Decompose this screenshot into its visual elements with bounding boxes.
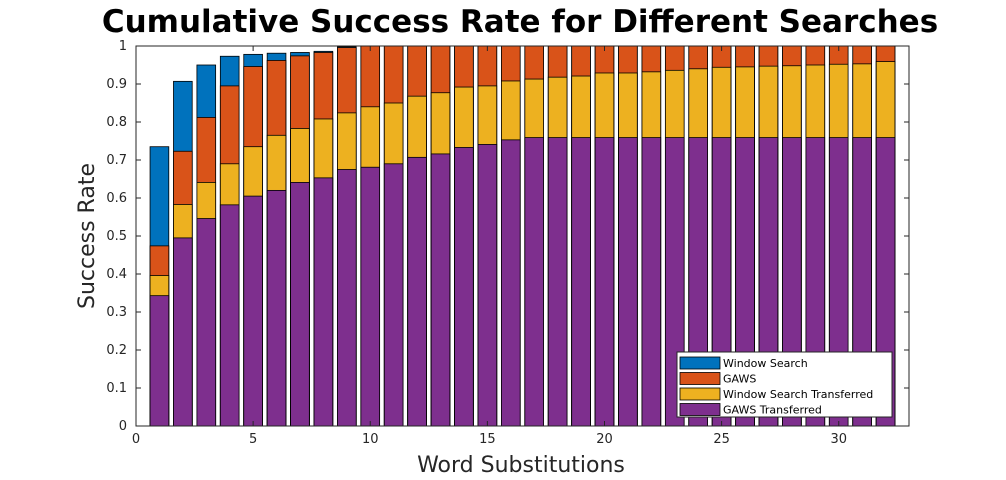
bar-gaws-transferred-20 xyxy=(594,137,615,427)
bar-gaws-transferred-17 xyxy=(524,137,544,427)
bar-gaws-transferred-3 xyxy=(196,218,217,427)
y-tick-label: 0.8 xyxy=(106,115,127,130)
bar-gaws-transferred-16 xyxy=(501,139,521,427)
axes-group: 0 5 10 15 20 25 30 0 0.1 0.2 0.3 0.4 0.5 0.6 0.7 0.8 0.9… xyxy=(106,39,910,447)
x-tick-label: 10 xyxy=(362,432,379,447)
bar-gaws-transferred-8 xyxy=(313,177,334,427)
y-tick-label: 0.6 xyxy=(106,191,127,206)
y-axis-label: Success Rate xyxy=(75,163,100,309)
y-tick-label: 0.4 xyxy=(106,267,127,282)
x-tick-label: 25 xyxy=(713,432,730,447)
x-tick-label: 20 xyxy=(596,432,613,447)
y-tick-label: 0.2 xyxy=(106,343,127,358)
bar-gaws-transferred-22 xyxy=(641,137,662,427)
bar-gaws-transferred-2 xyxy=(173,237,193,427)
chart-title: Cumulative Success Rate for Different Se… xyxy=(102,4,938,40)
bar-gaws-transferred-19 xyxy=(571,137,591,427)
bar-gaws-transferred-6 xyxy=(266,189,287,427)
legend-label-window-search-transferred: Window Search Transferred xyxy=(723,388,873,401)
bar-gaws-transferred-18 xyxy=(547,137,568,427)
bar-gaws-transferred-21 xyxy=(618,137,638,427)
legend-label-gaws-transferred: GAWS Transferred xyxy=(723,404,822,417)
bar-gaws-transferred-11 xyxy=(383,163,404,427)
bar-gaws-transferred-14 xyxy=(454,147,474,427)
legend-label-gaws: GAWS xyxy=(723,373,756,386)
bar-gaws-transferred-5 xyxy=(243,195,263,427)
x-tick-label: 0 xyxy=(132,432,140,447)
y-tick-label: 0.9 xyxy=(106,77,127,92)
y-tick-label: 0.3 xyxy=(106,305,127,320)
bar-gaws-transferred-12 xyxy=(407,156,427,427)
bar-gaws-transferred-1 xyxy=(149,295,170,427)
y-tick-label: 1 xyxy=(119,39,127,54)
legend-swatch-gaws-transferred xyxy=(679,403,721,416)
legend-swatch-window-search-transferred xyxy=(679,387,721,401)
bar-gaws-transferred-7 xyxy=(290,182,310,427)
bar-gaws-transferred-10 xyxy=(360,166,381,427)
bar-gaws-transferred-13 xyxy=(430,153,451,427)
x-tick-label: 15 xyxy=(479,432,496,447)
y-tick-label: 0 xyxy=(119,419,127,434)
bar-gaws-transferred-15 xyxy=(477,144,498,427)
y-tick-label: 0.1 xyxy=(106,381,127,396)
bar-gaws-transferred-9 xyxy=(337,169,357,427)
bar-gaws-transferred-4 xyxy=(219,204,240,427)
legend-swatch-gaws xyxy=(679,372,721,385)
legend-label-window-search: Window Search xyxy=(723,357,808,370)
x-axis-label: Word Substitutions xyxy=(417,453,625,478)
legend: Window Search GAWS Window Search Transferr… xyxy=(676,351,893,418)
x-tick-label: 5 xyxy=(249,432,257,447)
y-tick-label: 0.7 xyxy=(106,153,127,168)
y-tick-label: 0.5 xyxy=(106,229,127,244)
legend-swatch-window-search xyxy=(679,356,721,370)
x-tick-label: 30 xyxy=(830,432,847,447)
